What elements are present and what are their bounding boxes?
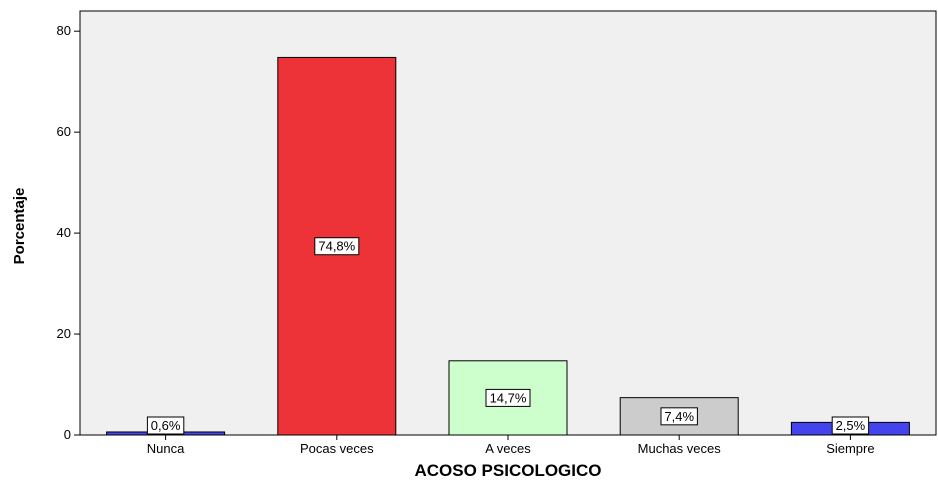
data-label-box [831,416,870,435]
x-axis-categories: Nunca Pocas veces A veces Muchas veces Siemp… [147,435,875,456]
data-label-box [485,388,531,407]
x-category-label: A veces [485,441,531,456]
x-category-label: Pocas veces [300,441,374,456]
y-tick-label: 60 [57,124,71,139]
data-labels: 0,6% 74,8% 14,7% 7,4% 2,5% [146,237,870,435]
x-axis-title: ACOSO PSICOLOGICO [414,461,601,480]
data-label-box [146,416,185,435]
y-tick-label: 20 [57,326,71,341]
y-tick-label: 40 [57,225,71,240]
data-label: 2,5% [836,418,866,433]
data-label-box [660,407,698,426]
data-label: 0,6% [151,418,181,433]
data-label: 74,8% [318,239,355,254]
x-category-label: Nunca [147,441,185,456]
x-category-label: Siempre [826,441,874,456]
data-label: 7,4% [664,409,694,424]
y-axis-title: Porcentaje [11,188,28,265]
x-category-label: Muchas veces [638,441,722,456]
y-tick-label: 80 [57,23,71,38]
data-label-box [314,237,360,256]
data-label: 14,7% [490,390,527,405]
y-axis-ticks: 0 20 40 60 80 [57,23,80,442]
y-tick-label: 0 [64,427,71,442]
